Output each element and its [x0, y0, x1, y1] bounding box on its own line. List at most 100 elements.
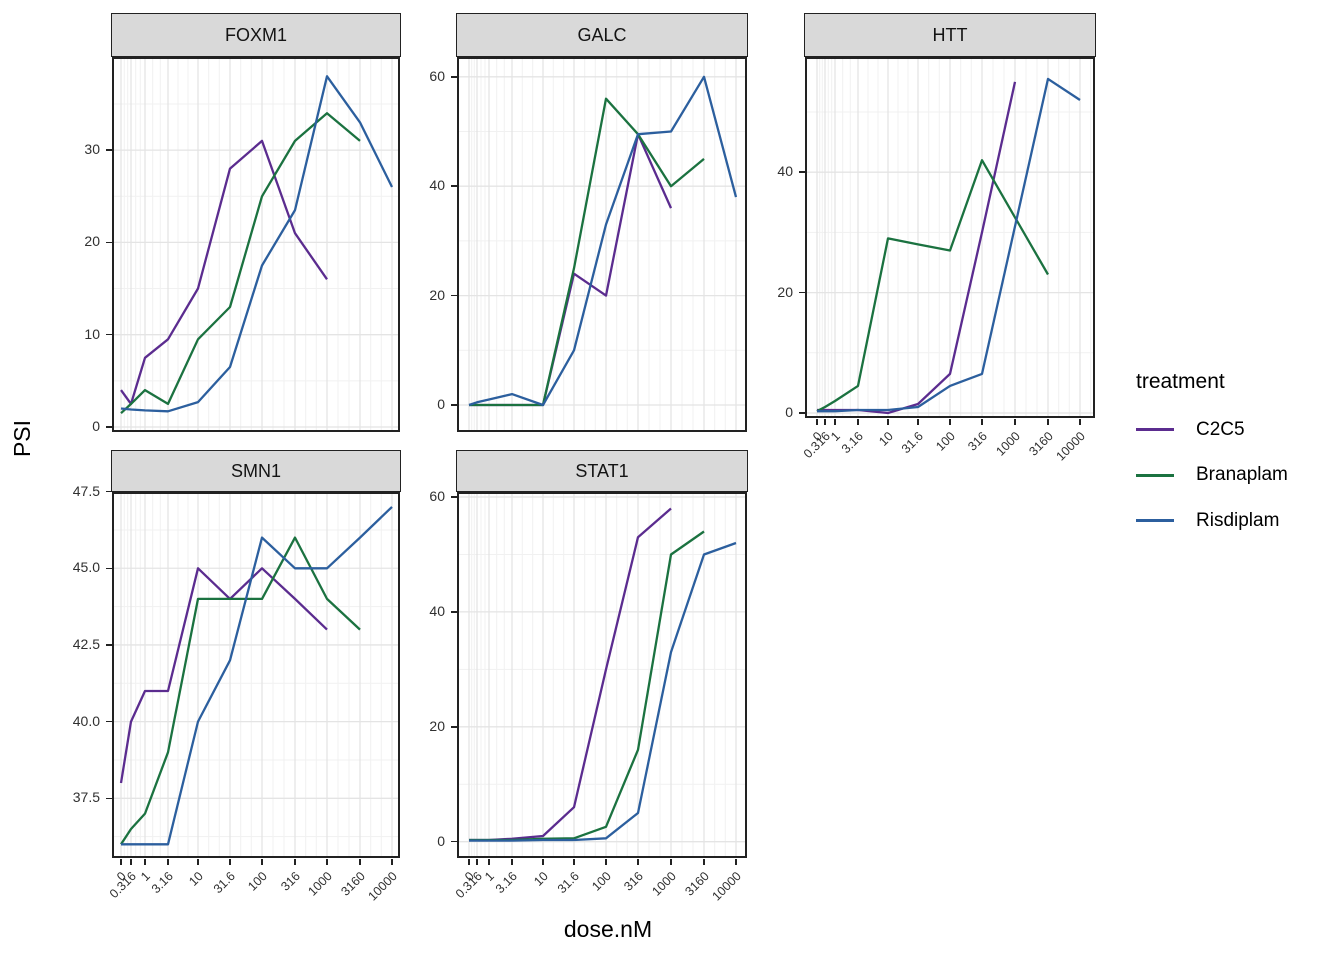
x-tick — [120, 859, 122, 865]
series-line-branaplam — [469, 97, 705, 407]
facet-strip-smn1: SMN1 — [111, 450, 401, 492]
legend-entry-label: Branaplam — [1196, 464, 1288, 485]
facet-strip-foxm1: FOXM1 — [111, 13, 401, 57]
y-tick — [106, 720, 112, 723]
x-tick — [981, 419, 983, 425]
legend: treatment C2C5 Branaplam Risdiplam — [1136, 370, 1336, 553]
facet-strip-galc: GALC — [456, 13, 748, 57]
y-tick — [451, 496, 457, 498]
legend-entry-label: Risdiplam — [1196, 509, 1280, 531]
y-tick-label: 40 — [429, 602, 445, 619]
facet-title: HTT — [932, 24, 968, 45]
y-tick-label: 42.5 — [72, 635, 100, 652]
legend-entry-branaplam: Branaplam — [1136, 462, 1336, 489]
legend-entry-risdiplam: Risdiplam — [1136, 507, 1336, 534]
x-tick — [1079, 419, 1081, 425]
y-tick-label: 47.5 — [72, 482, 100, 499]
facet-title: SMN1 — [230, 460, 281, 481]
x-tick — [816, 419, 818, 425]
y-tick-label: 0 — [437, 396, 445, 412]
y-tick — [799, 412, 805, 414]
y-tick-label: 30 — [84, 141, 100, 158]
x-tick — [949, 419, 951, 425]
series-line-risdiplam — [817, 77, 1081, 413]
legend-title: treatment — [1136, 370, 1225, 393]
y-tick — [106, 241, 112, 244]
y-tick-label: 37.5 — [72, 789, 100, 806]
x-tick — [887, 419, 889, 425]
panel-plot-stat1 — [457, 492, 747, 858]
x-tick — [637, 859, 639, 865]
y-tick — [451, 294, 457, 297]
x-tick — [144, 859, 146, 865]
y-tick — [106, 426, 112, 428]
x-tick — [488, 859, 490, 865]
panel-plot-galc — [457, 57, 747, 432]
x-tick — [326, 859, 328, 865]
x-tick — [824, 419, 826, 425]
x-tick — [917, 419, 919, 425]
x-tick — [468, 859, 470, 865]
series-line-risdiplam — [469, 541, 737, 842]
x-tick — [130, 859, 132, 865]
x-tick — [197, 859, 199, 865]
y-axis-title: PSI — [9, 419, 36, 458]
x-tick — [670, 859, 672, 865]
y-tick-label: 20 — [429, 286, 445, 303]
legend-entry-label: C2C5 — [1196, 418, 1245, 440]
y-tick — [451, 404, 457, 406]
facet-strip-stat1: STAT1 — [456, 450, 748, 492]
x-tick — [511, 859, 513, 865]
y-tick — [106, 644, 112, 646]
series-line-risdiplam — [120, 75, 394, 413]
y-tick — [799, 171, 805, 173]
series-line-branaplam — [120, 112, 361, 415]
y-tick — [799, 291, 805, 294]
series-line-c2c5 — [120, 139, 328, 406]
legend-line-swatch — [1136, 519, 1174, 522]
y-tick-label: 40.0 — [72, 712, 100, 729]
y-tick-label: 60 — [429, 488, 445, 504]
y-tick-label: 40 — [777, 163, 793, 180]
legend-entry-c2c5: C2C5 — [1136, 416, 1336, 443]
facet-title: GALC — [577, 24, 627, 45]
series-line-c2c5 — [119, 567, 328, 784]
y-tick-label: 0 — [785, 404, 793, 420]
y-tick — [106, 490, 112, 493]
facet-title: STAT1 — [575, 460, 629, 481]
x-tick — [703, 859, 705, 865]
x-axis-title: dose.nM — [563, 916, 653, 942]
x-tick — [476, 859, 478, 865]
legend-line-swatch — [1136, 428, 1174, 431]
series-line-c2c5 — [469, 507, 672, 842]
panel-plot-foxm1 — [112, 57, 400, 432]
panel-plot-htt — [805, 57, 1095, 418]
panel-plot-smn1 — [112, 492, 400, 858]
x-tick — [1014, 419, 1016, 425]
facet-title: FOXM1 — [224, 24, 287, 45]
series-line-c2c5 — [469, 133, 673, 407]
x-tick — [359, 859, 361, 865]
x-tick — [1047, 419, 1049, 425]
y-tick-label: 60 — [429, 67, 445, 84]
y-tick-label: 20 — [429, 717, 445, 734]
x-tick — [605, 859, 607, 865]
y-tick-label: 0 — [437, 832, 445, 849]
series-line-risdiplam — [121, 506, 393, 846]
y-tick — [106, 149, 112, 151]
y-tick — [451, 611, 457, 613]
x-tick — [573, 859, 575, 865]
x-tick — [542, 859, 544, 865]
y-tick-label: 10 — [84, 325, 100, 342]
y-tick-label: 0 — [92, 418, 100, 434]
y-tick-label: 45.0 — [72, 559, 100, 576]
series-line-risdiplam — [468, 75, 738, 407]
x-tick — [229, 859, 231, 865]
y-tick — [106, 797, 112, 800]
legend-line-swatch — [1136, 473, 1174, 477]
x-tick — [834, 419, 836, 425]
y-tick — [451, 726, 457, 728]
x-tick — [857, 419, 859, 425]
x-tick — [167, 859, 169, 865]
